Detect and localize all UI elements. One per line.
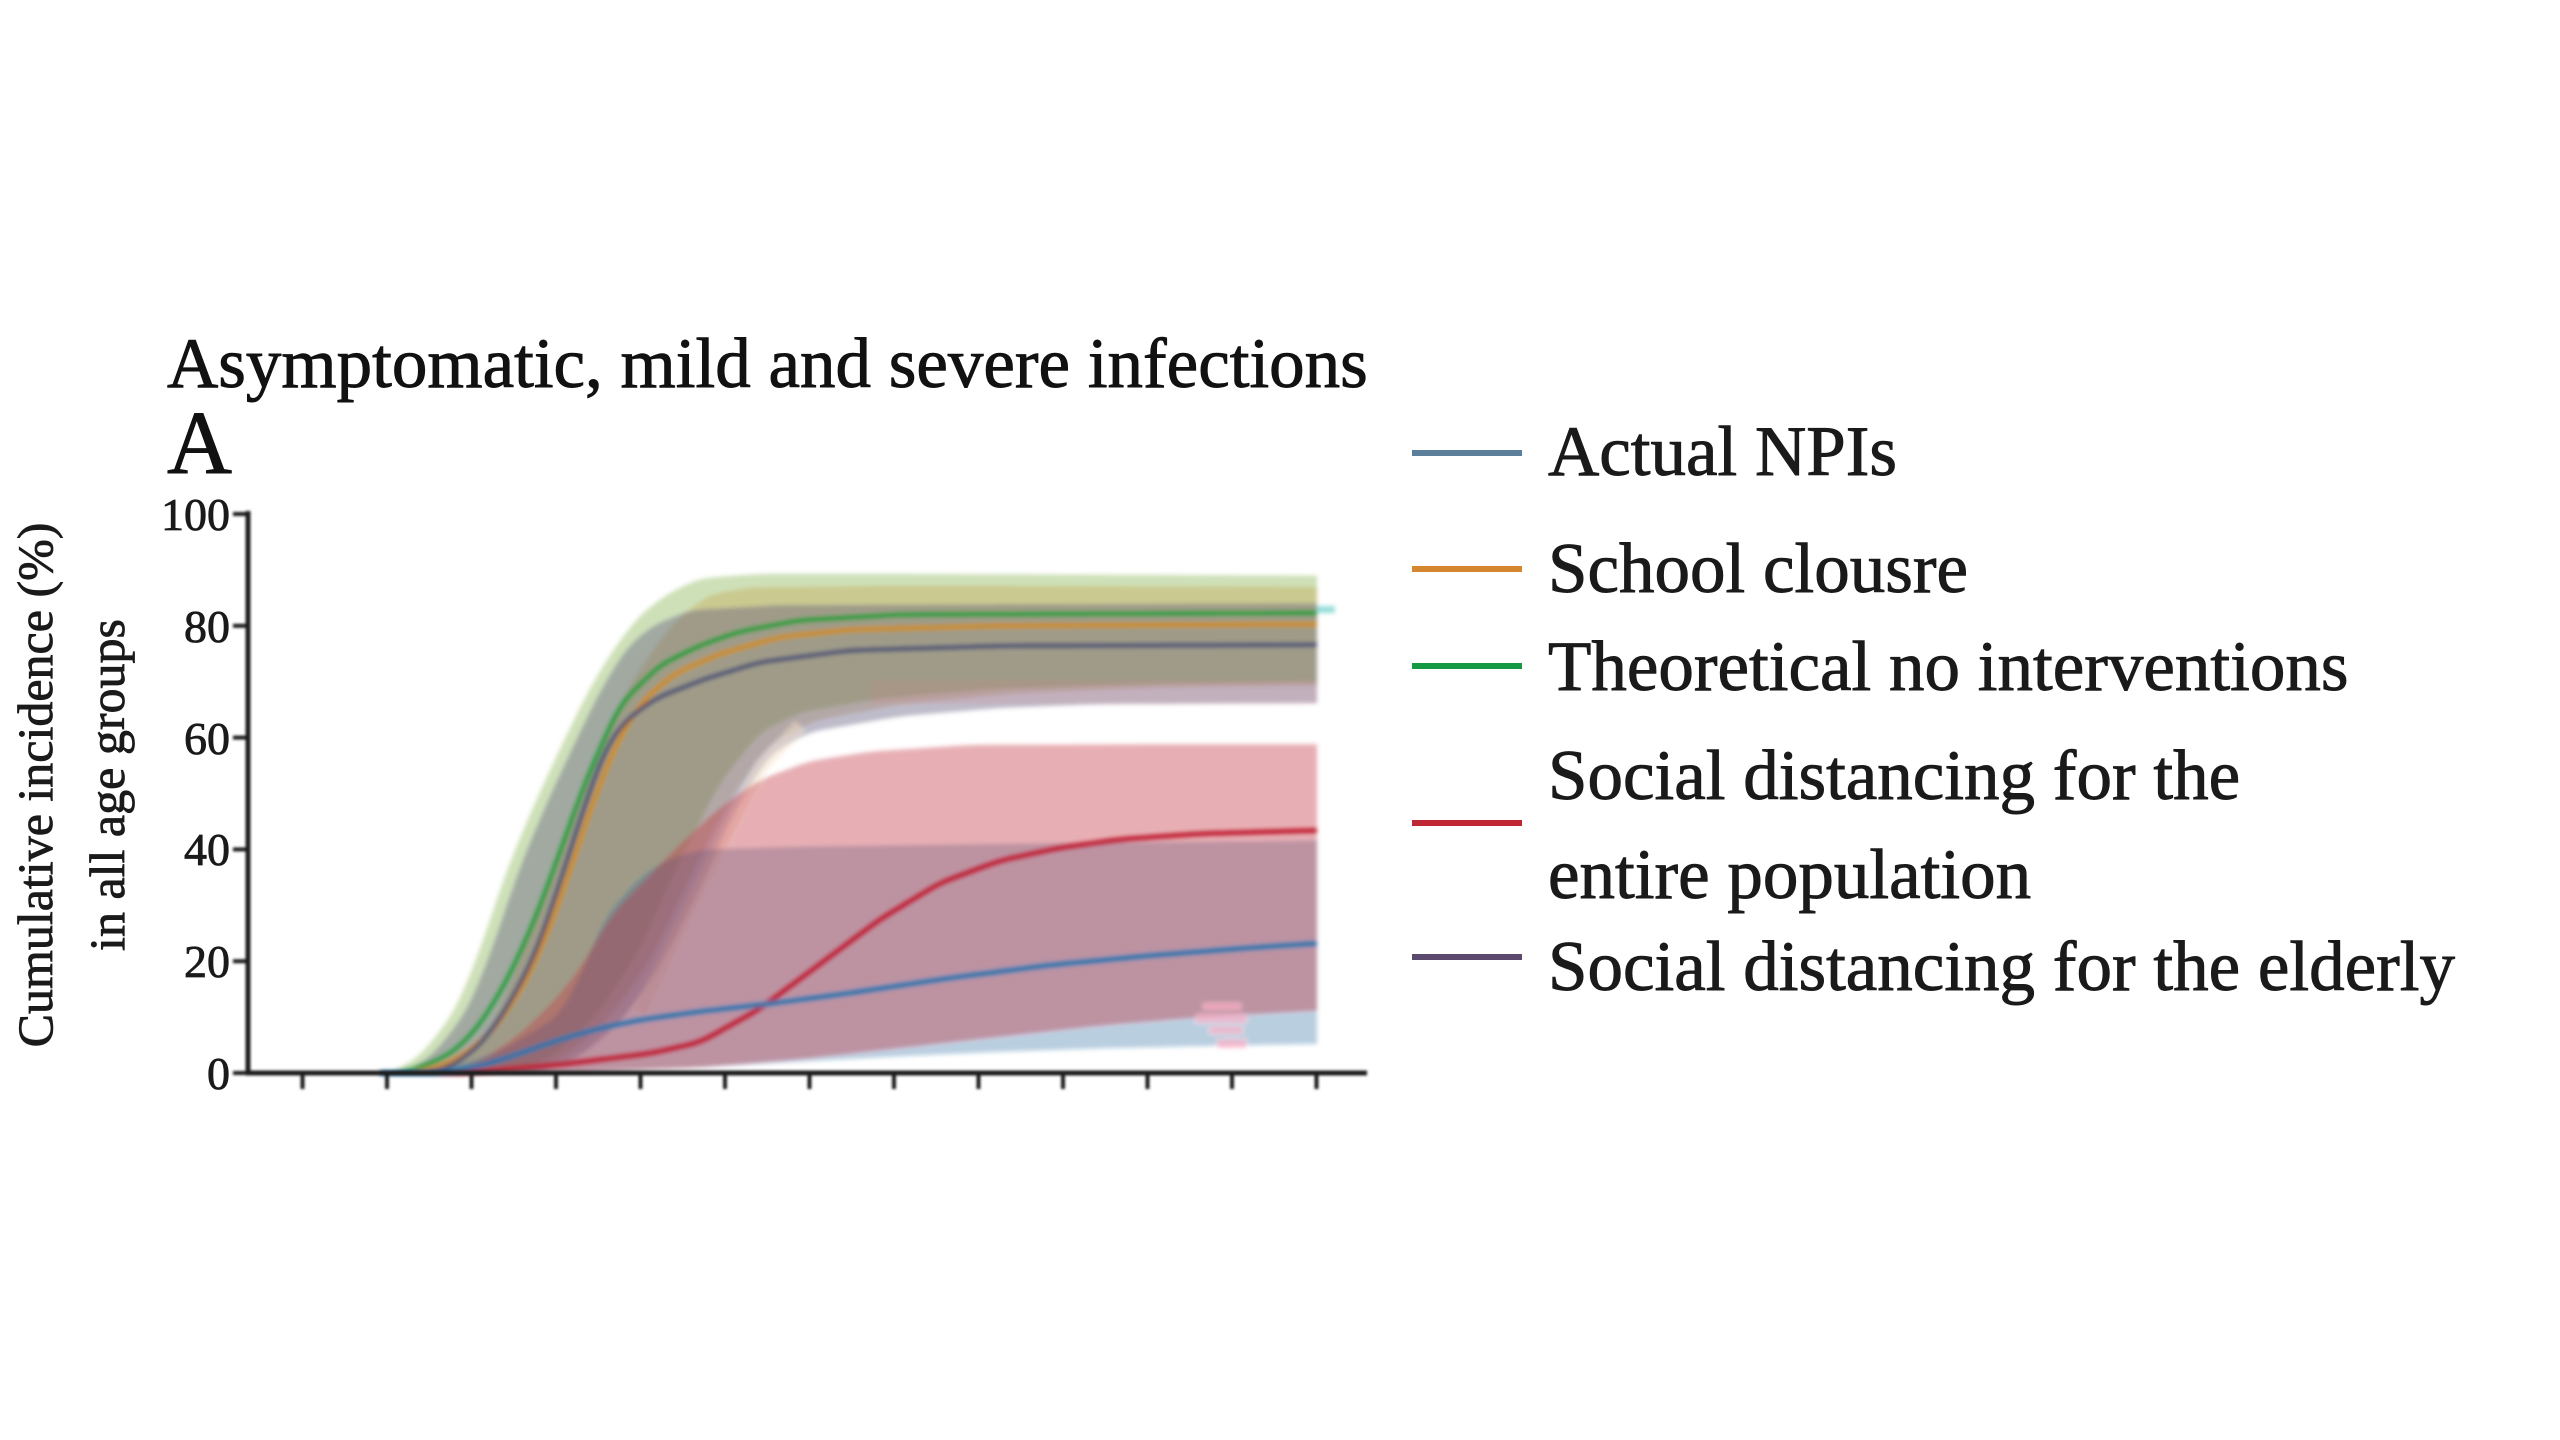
- svg-text:School clousre: School clousre: [1548, 530, 1968, 608]
- svg-text:40: 40: [184, 824, 230, 875]
- svg-text:Social distancing for the: Social distancing for the: [1548, 737, 2240, 815]
- svg-text:Theoretical no interventions: Theoretical no interventions: [1548, 628, 2348, 706]
- svg-text:0: 0: [207, 1048, 230, 1099]
- svg-text:60: 60: [184, 713, 230, 764]
- svg-text:80: 80: [184, 601, 230, 652]
- svg-text:Asymptomatic, mild and severe: Asymptomatic, mild and severe infections: [167, 325, 1368, 403]
- svg-text:entire population: entire population: [1548, 836, 2031, 914]
- svg-text:A: A: [167, 394, 232, 493]
- svg-text:Cumulative incidence (%): Cumulative incidence (%): [7, 523, 63, 1048]
- svg-text:Actual NPIs: Actual NPIs: [1548, 413, 1897, 491]
- svg-text:20: 20: [184, 936, 230, 987]
- svg-text:Social distancing for the elde: Social distancing for the elderly: [1548, 928, 2455, 1006]
- svg-text:100: 100: [161, 489, 230, 540]
- svg-text:in all age groups: in all age groups: [79, 619, 135, 951]
